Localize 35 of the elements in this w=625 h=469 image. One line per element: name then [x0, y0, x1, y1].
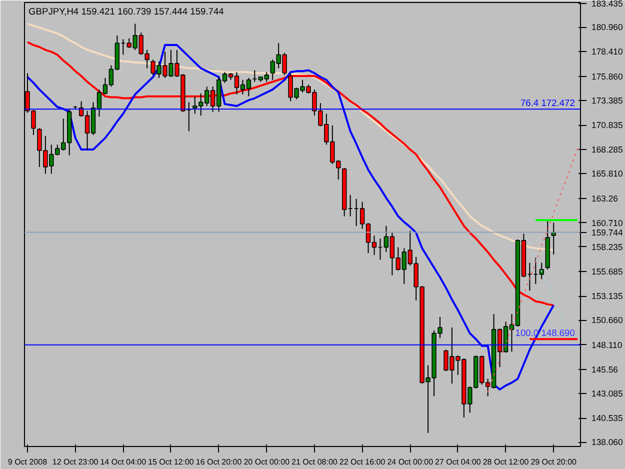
x-tick-label: 14 Oct 04:00 [100, 458, 147, 466]
y-tick-label: 178.410 [592, 46, 623, 57]
ref-line-label: 76.4 172.472 [520, 98, 575, 108]
y-tick-label: 145.56 [592, 364, 618, 374]
y-tick-label: 153.135 [592, 291, 623, 302]
x-tick-label: 9 Oct 2008 [8, 458, 48, 466]
y-tick-label: 163.26 [592, 193, 618, 204]
y-tick-label: 155.685 [592, 266, 623, 277]
y-tick-label: 143.085 [592, 388, 623, 398]
y-tick-label: 150.660 [592, 315, 623, 326]
y-tick-label: 168.285 [592, 144, 623, 155]
x-tick-label: 16 Oct 20:00 [196, 458, 242, 466]
y-tick-label: 183.435 [592, 0, 623, 8]
chart-title: GBPJPY,H4 159.421 160.739 157.444 159.744 [28, 6, 224, 16]
x-tick-label: 29 Oct 20:00 [530, 458, 578, 466]
y-tick-label: 175.860 [592, 71, 623, 82]
x-tick-label: 12 Oct 23:00 [52, 458, 99, 466]
y-tick-label: 170.835 [592, 120, 623, 130]
x-tick-label: 27 Oct 04:00 [435, 458, 482, 466]
y-tick-label: 160.710 [592, 218, 623, 228]
y-tick-label: 140.535 [592, 413, 623, 424]
x-tick-label: 24 Oct 00:00 [387, 458, 434, 466]
y-tick-label: 173.385 [592, 95, 623, 106]
x-tick-label: 21 Oct 08:00 [292, 458, 338, 466]
y-tick-label: 138.060 [592, 437, 623, 448]
y-tick-label: 159.744 [592, 227, 623, 238]
line-series [487, 148, 578, 393]
y-tick-label: 180.960 [592, 22, 623, 32]
y-tick-label: 165.810 [592, 168, 623, 179]
x-tick-label: 15 Oct 12:00 [148, 458, 194, 466]
x-tick-label: 22 Oct 16:00 [339, 458, 386, 466]
y-tick-label: 158.235 [592, 242, 623, 252]
y-tick-label: 148.110 [592, 340, 622, 350]
x-tick-label: 20 Oct 00:00 [244, 458, 290, 466]
x-tick-label: 28 Oct 12:00 [482, 458, 530, 466]
